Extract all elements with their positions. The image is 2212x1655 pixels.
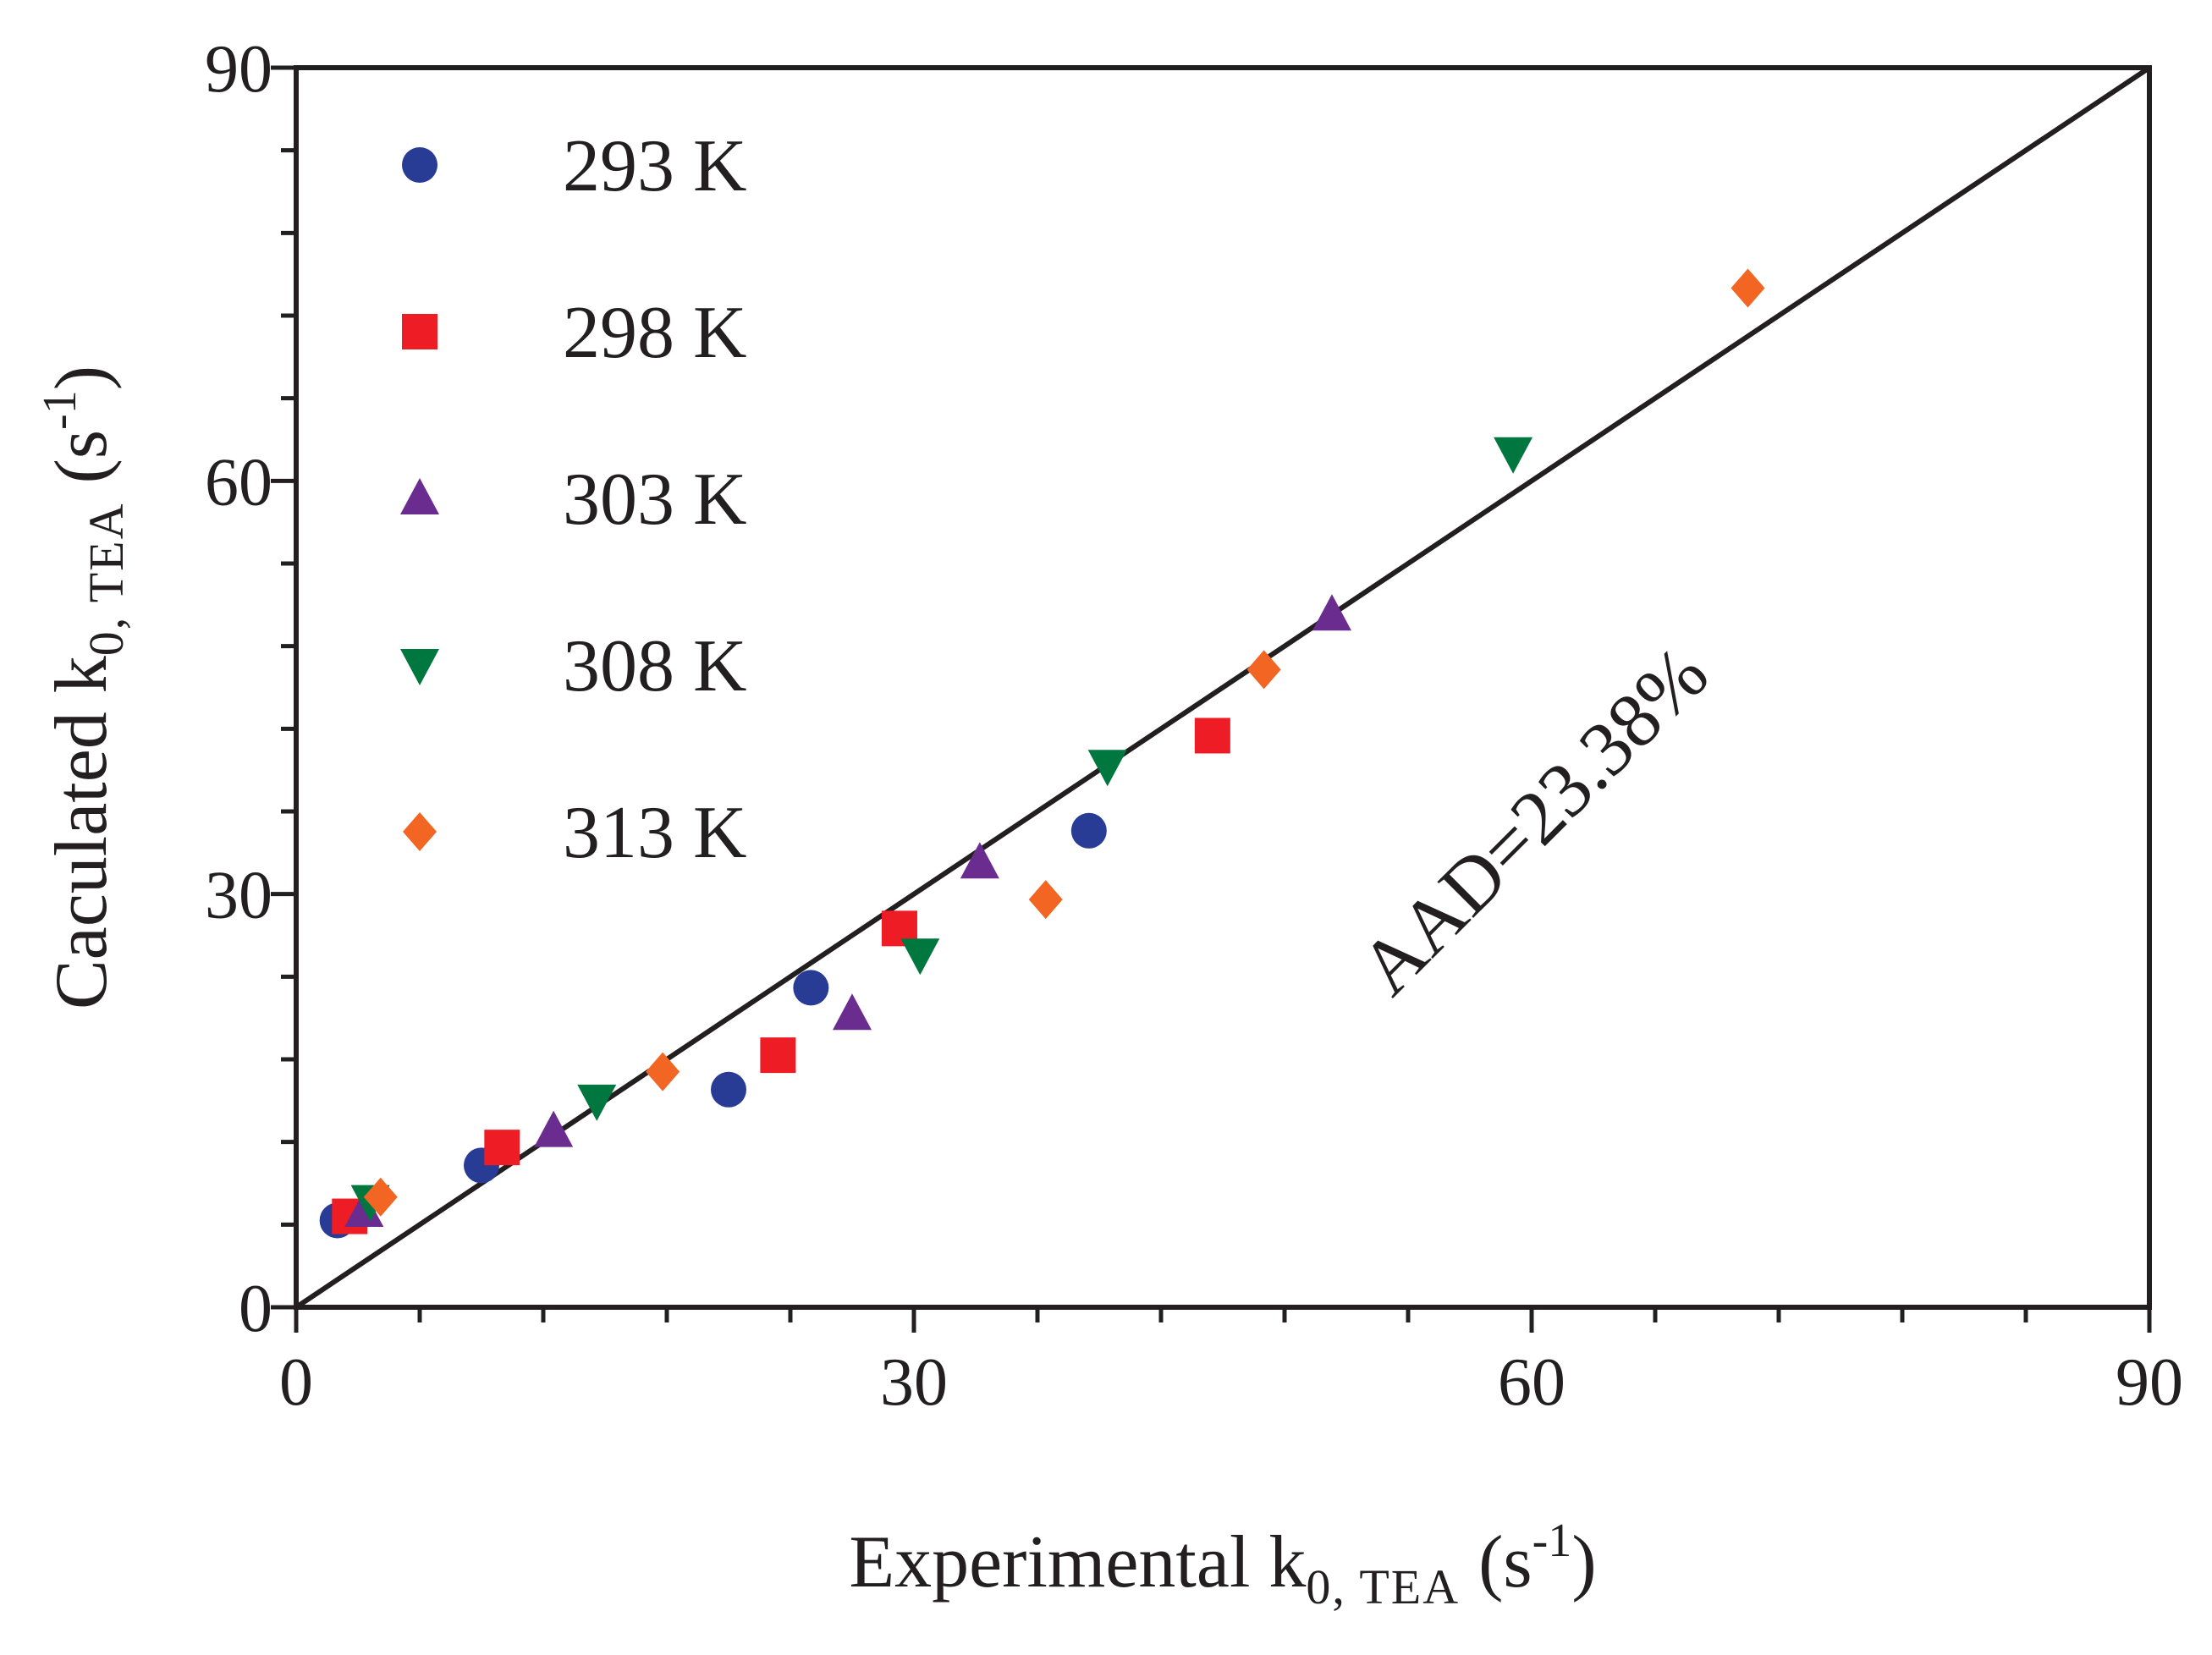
data-points — [319, 268, 1765, 1239]
legend-entry: 303 K — [400, 459, 747, 541]
series-308-k — [350, 437, 1533, 1222]
legend-entry: 293 K — [402, 125, 747, 207]
x-tick-label: 90 — [2116, 1345, 2183, 1420]
data-point — [363, 1177, 398, 1217]
y-axis-title-unit-sup: -1 — [34, 390, 86, 430]
y-tick-label: 60 — [205, 445, 272, 520]
y-axis-title-subscript: 0, TEA — [79, 503, 134, 657]
legend-marker — [402, 147, 437, 183]
x-tick-label: 60 — [1498, 1345, 1565, 1420]
y-tick-label: 30 — [205, 859, 272, 933]
axis-tick-labels: 0 30 60 90 0 30 60 90 — [205, 32, 2183, 1420]
legend-label: 303 K — [563, 459, 747, 541]
legend-marker — [402, 314, 437, 349]
data-point — [1028, 880, 1063, 920]
axis-ticks — [271, 65, 2152, 1333]
x-axis-title-unit-close: ) — [1571, 1521, 1596, 1603]
data-point — [1494, 437, 1533, 474]
x-axis-title-subscript: 0, TEA — [1306, 1559, 1460, 1614]
data-point — [1087, 750, 1127, 787]
data-point — [1246, 650, 1281, 690]
data-point — [534, 1110, 574, 1147]
y-tick-label: 0 — [239, 1272, 272, 1346]
legend-label: 298 K — [563, 292, 747, 374]
y-axis-title-unit-open: (s — [41, 430, 123, 503]
data-point — [960, 842, 999, 879]
data-point — [577, 1084, 617, 1121]
legend-label: 313 K — [563, 792, 747, 874]
legend-marker — [403, 812, 437, 851]
x-tick-label: 0 — [279, 1345, 313, 1420]
x-axis-title-main: Experimental k — [849, 1521, 1306, 1603]
x-axis-title-unit-open: (s — [1460, 1521, 1532, 1603]
aad-annotation: AAD=23.38% — [1343, 630, 1724, 1010]
data-point — [1731, 268, 1765, 308]
legend-entry: 313 K — [403, 792, 747, 874]
data-point — [711, 1071, 746, 1108]
data-point — [1070, 812, 1107, 849]
data-point — [900, 938, 940, 976]
data-point — [1312, 594, 1351, 631]
y-tick-label: 90 — [205, 32, 272, 107]
y-axis-title-main: Caculated k — [41, 656, 123, 1009]
series-298-k — [332, 718, 1230, 1234]
data-point — [646, 1052, 680, 1091]
y-axis-title-unit-close: ) — [41, 366, 123, 390]
legend-entry: 308 K — [400, 625, 747, 707]
x-tick-label: 30 — [880, 1345, 948, 1420]
data-point — [793, 970, 829, 1006]
plot-frame — [294, 65, 2152, 1310]
series-313-k — [363, 268, 1765, 1217]
data-point — [760, 1037, 796, 1074]
legend-label: 293 K — [563, 125, 747, 207]
y-axis-title: Caculated k0, TEA (s-1) — [34, 366, 134, 1009]
legend-marker — [400, 649, 439, 685]
x-axis-title: Experimental k0, TEA (s-1) — [849, 1515, 1596, 1614]
x-axis-title-unit-sup: -1 — [1532, 1515, 1572, 1567]
legend-label: 308 K — [563, 625, 747, 707]
legend-marker — [400, 478, 439, 514]
data-point — [484, 1130, 520, 1166]
data-point — [833, 993, 872, 1031]
legend: 293 K 298 K 303 K 308 K 313 K — [400, 125, 747, 874]
legend-entry: 298 K — [402, 292, 747, 374]
data-point — [1194, 718, 1230, 754]
